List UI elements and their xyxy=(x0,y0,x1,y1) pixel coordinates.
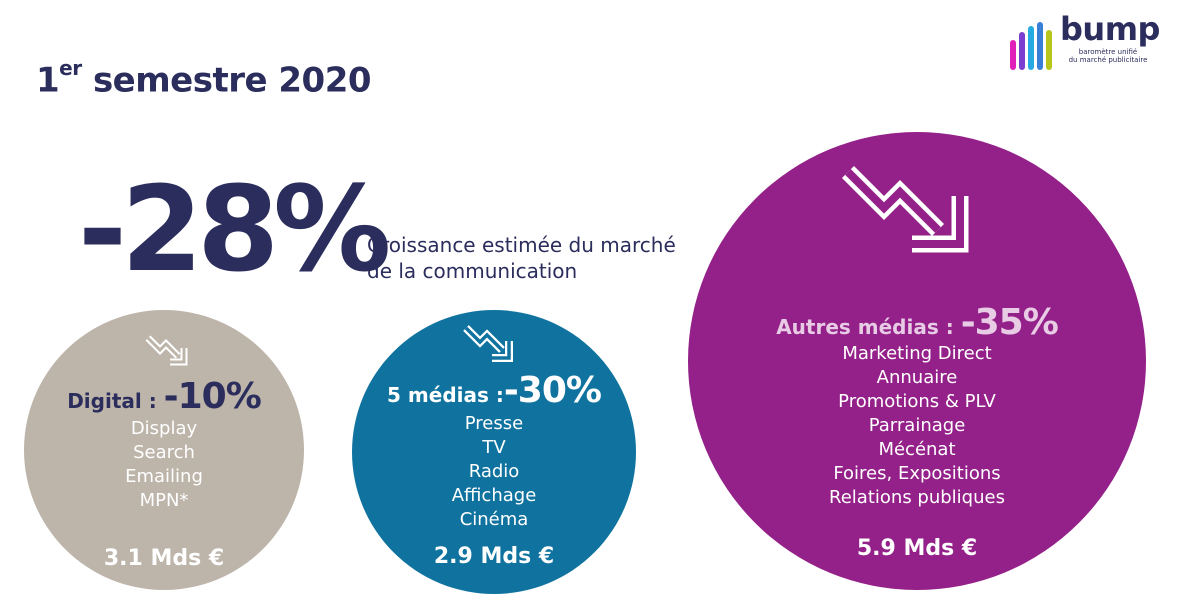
list-item: Parrainage xyxy=(868,415,966,436)
down-trend-arrow-icon xyxy=(463,325,513,362)
list-item: Marketing Direct xyxy=(842,343,992,364)
list-item: MPN* xyxy=(139,490,189,511)
list-item: TV xyxy=(482,437,506,458)
five-media-amount: 2.9 Mds € xyxy=(433,544,555,569)
logo-tagline: baromètre unifié du marché publicitaire xyxy=(1068,48,1148,64)
autres-medias-items: Marketing Direct Annuaire Promotions & P… xyxy=(688,342,1146,510)
list-item: Search xyxy=(133,442,195,463)
five-media-heading: 5 médias :-30% xyxy=(387,370,602,411)
list-item: Mécénat xyxy=(878,439,956,460)
headline-caption: Croissance estimée du marché de la commu… xyxy=(367,233,676,283)
autres-medias-circle: Autres médias : -35% Marketing Direct An… xyxy=(688,132,1146,590)
list-item: Promotions & PLV xyxy=(838,391,996,412)
down-trend-arrow-icon xyxy=(841,165,969,253)
logo-bar xyxy=(1010,40,1016,70)
headline-value: -28% xyxy=(78,160,391,298)
list-item: Display xyxy=(130,418,198,439)
five-media-items: Presse TV Radio Affichage Cinéma xyxy=(352,412,636,532)
list-item: Emailing xyxy=(125,466,203,487)
list-item: Cinéma xyxy=(459,509,529,530)
list-item: Radio xyxy=(468,461,520,482)
logo-bar xyxy=(1028,26,1034,70)
list-item: Affichage xyxy=(451,485,537,506)
logo-brand: bump xyxy=(1060,10,1160,48)
page-title: 1er semestre 2020 xyxy=(36,56,372,101)
list-item: Relations publiques xyxy=(829,487,1005,508)
list-item: Presse xyxy=(464,413,524,434)
five-media-circle: 5 médias :-30% Presse TV Radio Affichage… xyxy=(352,310,636,594)
digital-amount: 3.1 Mds € xyxy=(103,546,225,571)
digital-items: Display Search Emailing MPN* xyxy=(24,417,304,513)
autres-medias-amount: 5.9 Mds € xyxy=(856,536,978,561)
logo-bar xyxy=(1046,30,1052,70)
list-item: Foires, Expositions xyxy=(833,463,1001,484)
down-trend-arrow-icon xyxy=(145,335,188,366)
list-item: Annuaire xyxy=(876,367,958,388)
digital-circle: Digital : -10% Display Search Emailing M… xyxy=(24,310,304,590)
logo-bar xyxy=(1037,22,1043,70)
bump-logo: bump baromètre unifié du marché publicit… xyxy=(1010,10,1160,70)
digital-heading: Digital : -10% xyxy=(67,376,262,417)
logo-bar xyxy=(1019,32,1025,70)
autres-medias-heading: Autres médias : -35% xyxy=(776,302,1059,343)
